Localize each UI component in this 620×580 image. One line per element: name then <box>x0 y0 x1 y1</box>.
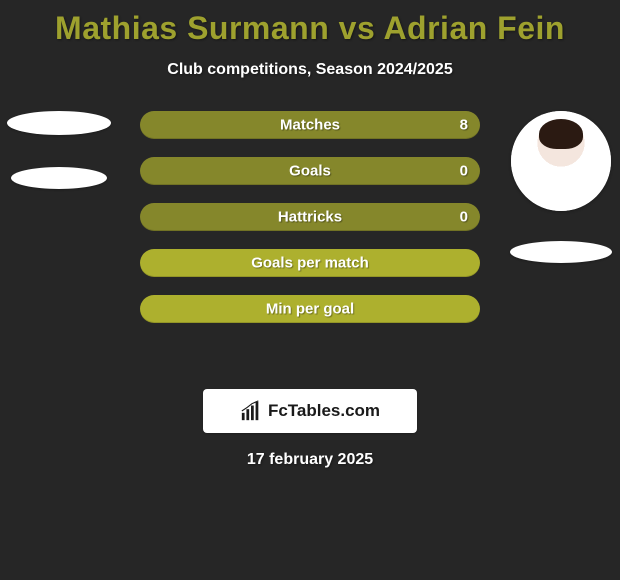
comparison-area: Matches 8 Goals 0 Hattricks 0 Goals per … <box>0 111 620 371</box>
stat-rows: Matches 8 Goals 0 Hattricks 0 Goals per … <box>140 111 480 323</box>
player-left-placeholder-1 <box>7 111 111 135</box>
branding-text: FcTables.com <box>268 401 380 421</box>
stat-row-goals: Goals 0 <box>140 157 480 185</box>
stat-row-hattricks: Hattricks 0 <box>140 203 480 231</box>
stat-right-value: 0 <box>460 209 468 226</box>
stat-label: Min per goal <box>266 301 354 318</box>
stat-label: Matches <box>280 117 340 134</box>
stat-label: Hattricks <box>278 209 342 226</box>
stat-right-value: 8 <box>460 117 468 134</box>
stat-right-value: 0 <box>460 163 468 180</box>
stat-row-matches: Matches 8 <box>140 111 480 139</box>
page-title: Mathias Surmann vs Adrian Fein <box>0 0 620 47</box>
avatar-placeholder-icon <box>511 111 611 211</box>
player-right-placeholder <box>510 241 612 263</box>
player-left-column <box>4 111 114 189</box>
stat-label: Goals <box>289 163 331 180</box>
chart-icon <box>240 400 262 422</box>
stat-label: Goals per match <box>251 255 369 272</box>
player-right-avatar <box>511 111 611 211</box>
stat-row-min-per-goal: Min per goal <box>140 295 480 323</box>
player-right-column <box>506 111 616 263</box>
infographic-root: Mathias Surmann vs Adrian Fein Club comp… <box>0 0 620 580</box>
date-text: 17 february 2025 <box>0 451 620 469</box>
branding-box: FcTables.com <box>203 389 417 433</box>
player-left-placeholder-2 <box>11 167 107 189</box>
subtitle: Club competitions, Season 2024/2025 <box>0 61 620 79</box>
stat-row-goals-per-match: Goals per match <box>140 249 480 277</box>
